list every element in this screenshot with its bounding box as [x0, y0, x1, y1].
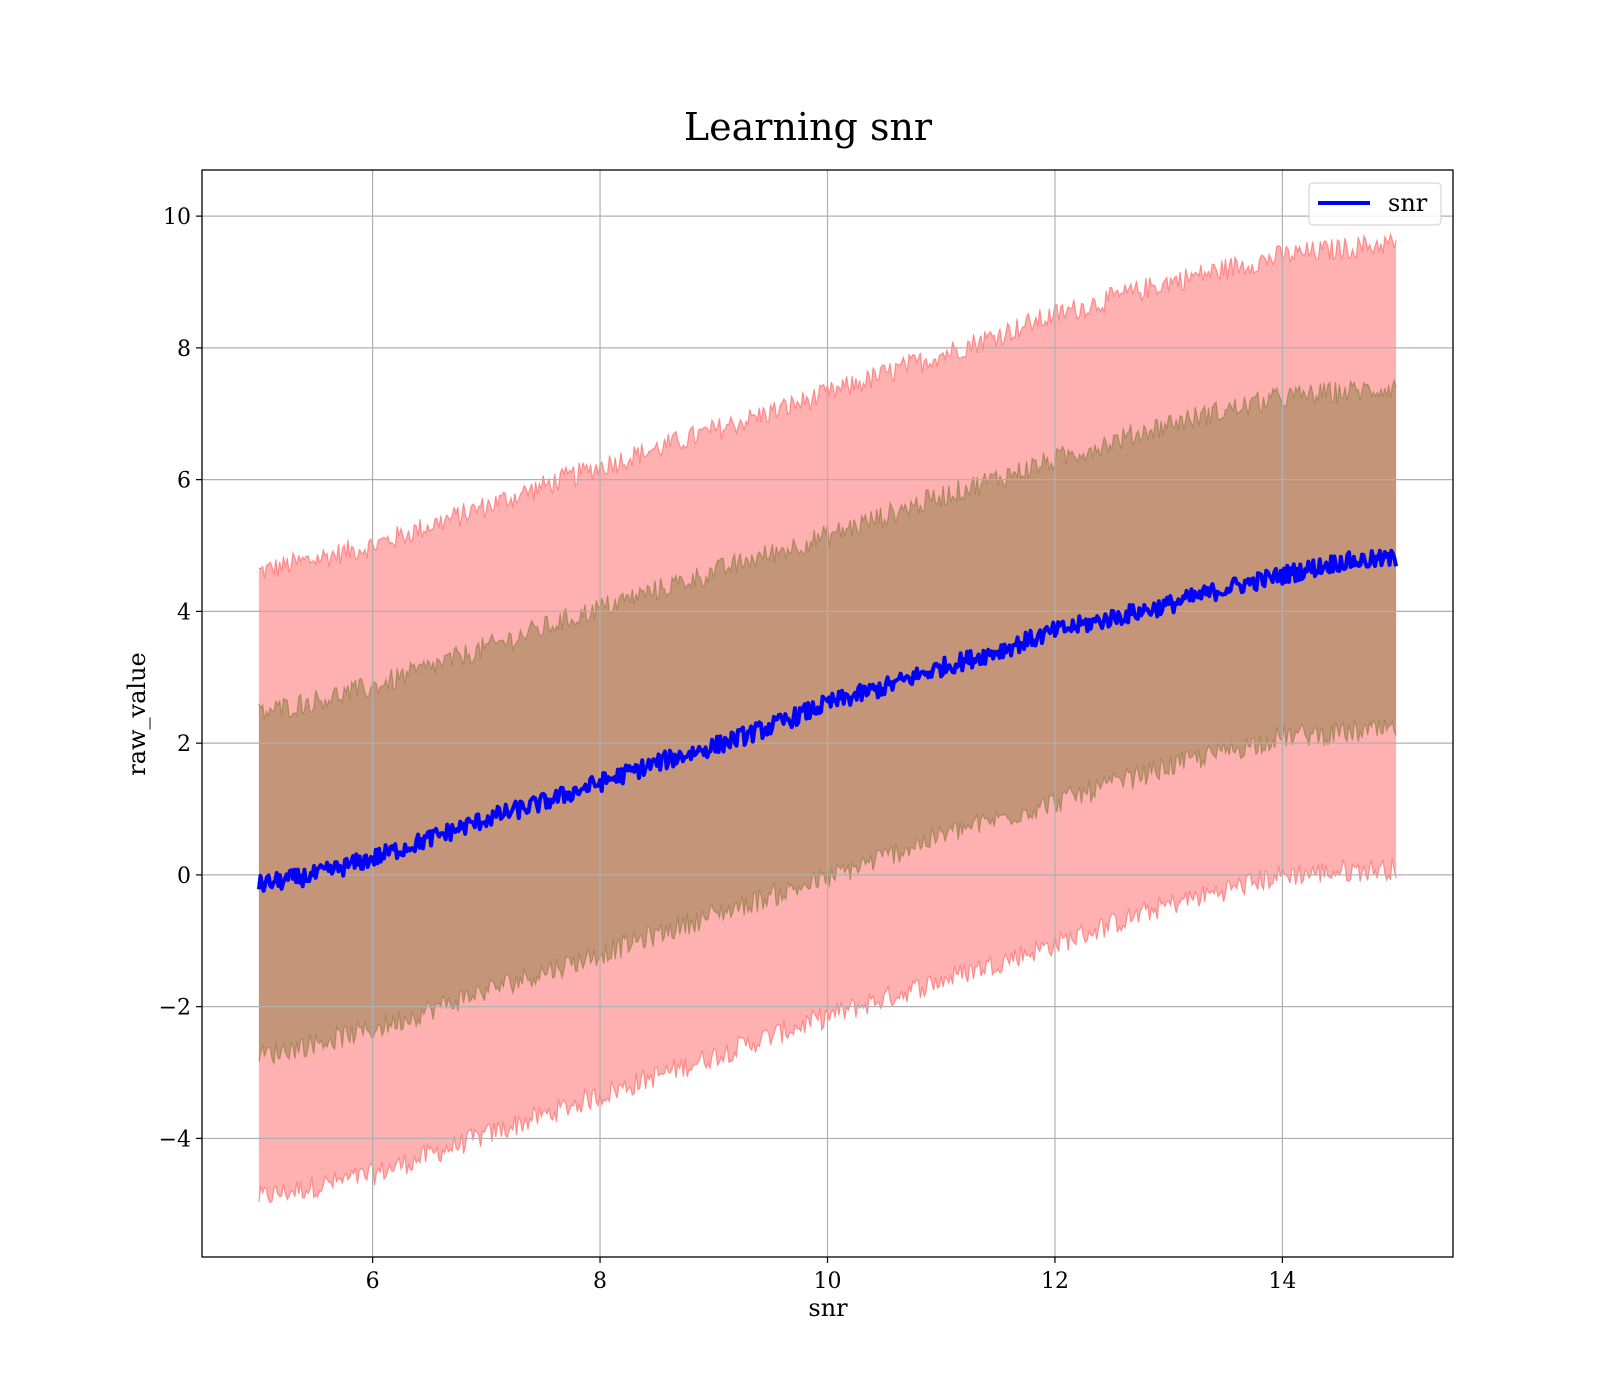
legend: snr [1308, 182, 1442, 226]
y-tick-label-2: 0 [177, 864, 191, 889]
y-tick-label-0: −4 [159, 1127, 191, 1152]
x-tick-label-3: 12 [1041, 1269, 1069, 1294]
grid [202, 170, 1453, 1257]
legend-box [1308, 182, 1442, 226]
x-tick-label-2: 10 [814, 1269, 842, 1294]
y-tick-label-3: 2 [177, 732, 191, 757]
chart-title: Learning snr [684, 105, 933, 149]
x-axis-label: snr [808, 1294, 848, 1322]
y-tick-label-6: 8 [177, 337, 191, 362]
y-tick-label-5: 6 [177, 469, 191, 494]
y-tick-label-4: 4 [177, 600, 191, 625]
y-tick-label-7: 10 [163, 205, 191, 230]
x-tick-label-1: 8 [593, 1269, 607, 1294]
y-tick-label-1: −2 [159, 996, 191, 1021]
legend-label-snr: snr [1388, 189, 1428, 217]
y-axis-label: raw_value [123, 652, 151, 776]
series-line-snr [256, 548, 1399, 893]
x-tick-label-4: 14 [1268, 1269, 1296, 1294]
series-layer [256, 548, 1399, 893]
ticks-layer: 6 8 10 12 14 −4 −2 0 2 4 6 8 10 [159, 205, 1297, 1294]
x-tick-label-0: 6 [366, 1269, 380, 1294]
